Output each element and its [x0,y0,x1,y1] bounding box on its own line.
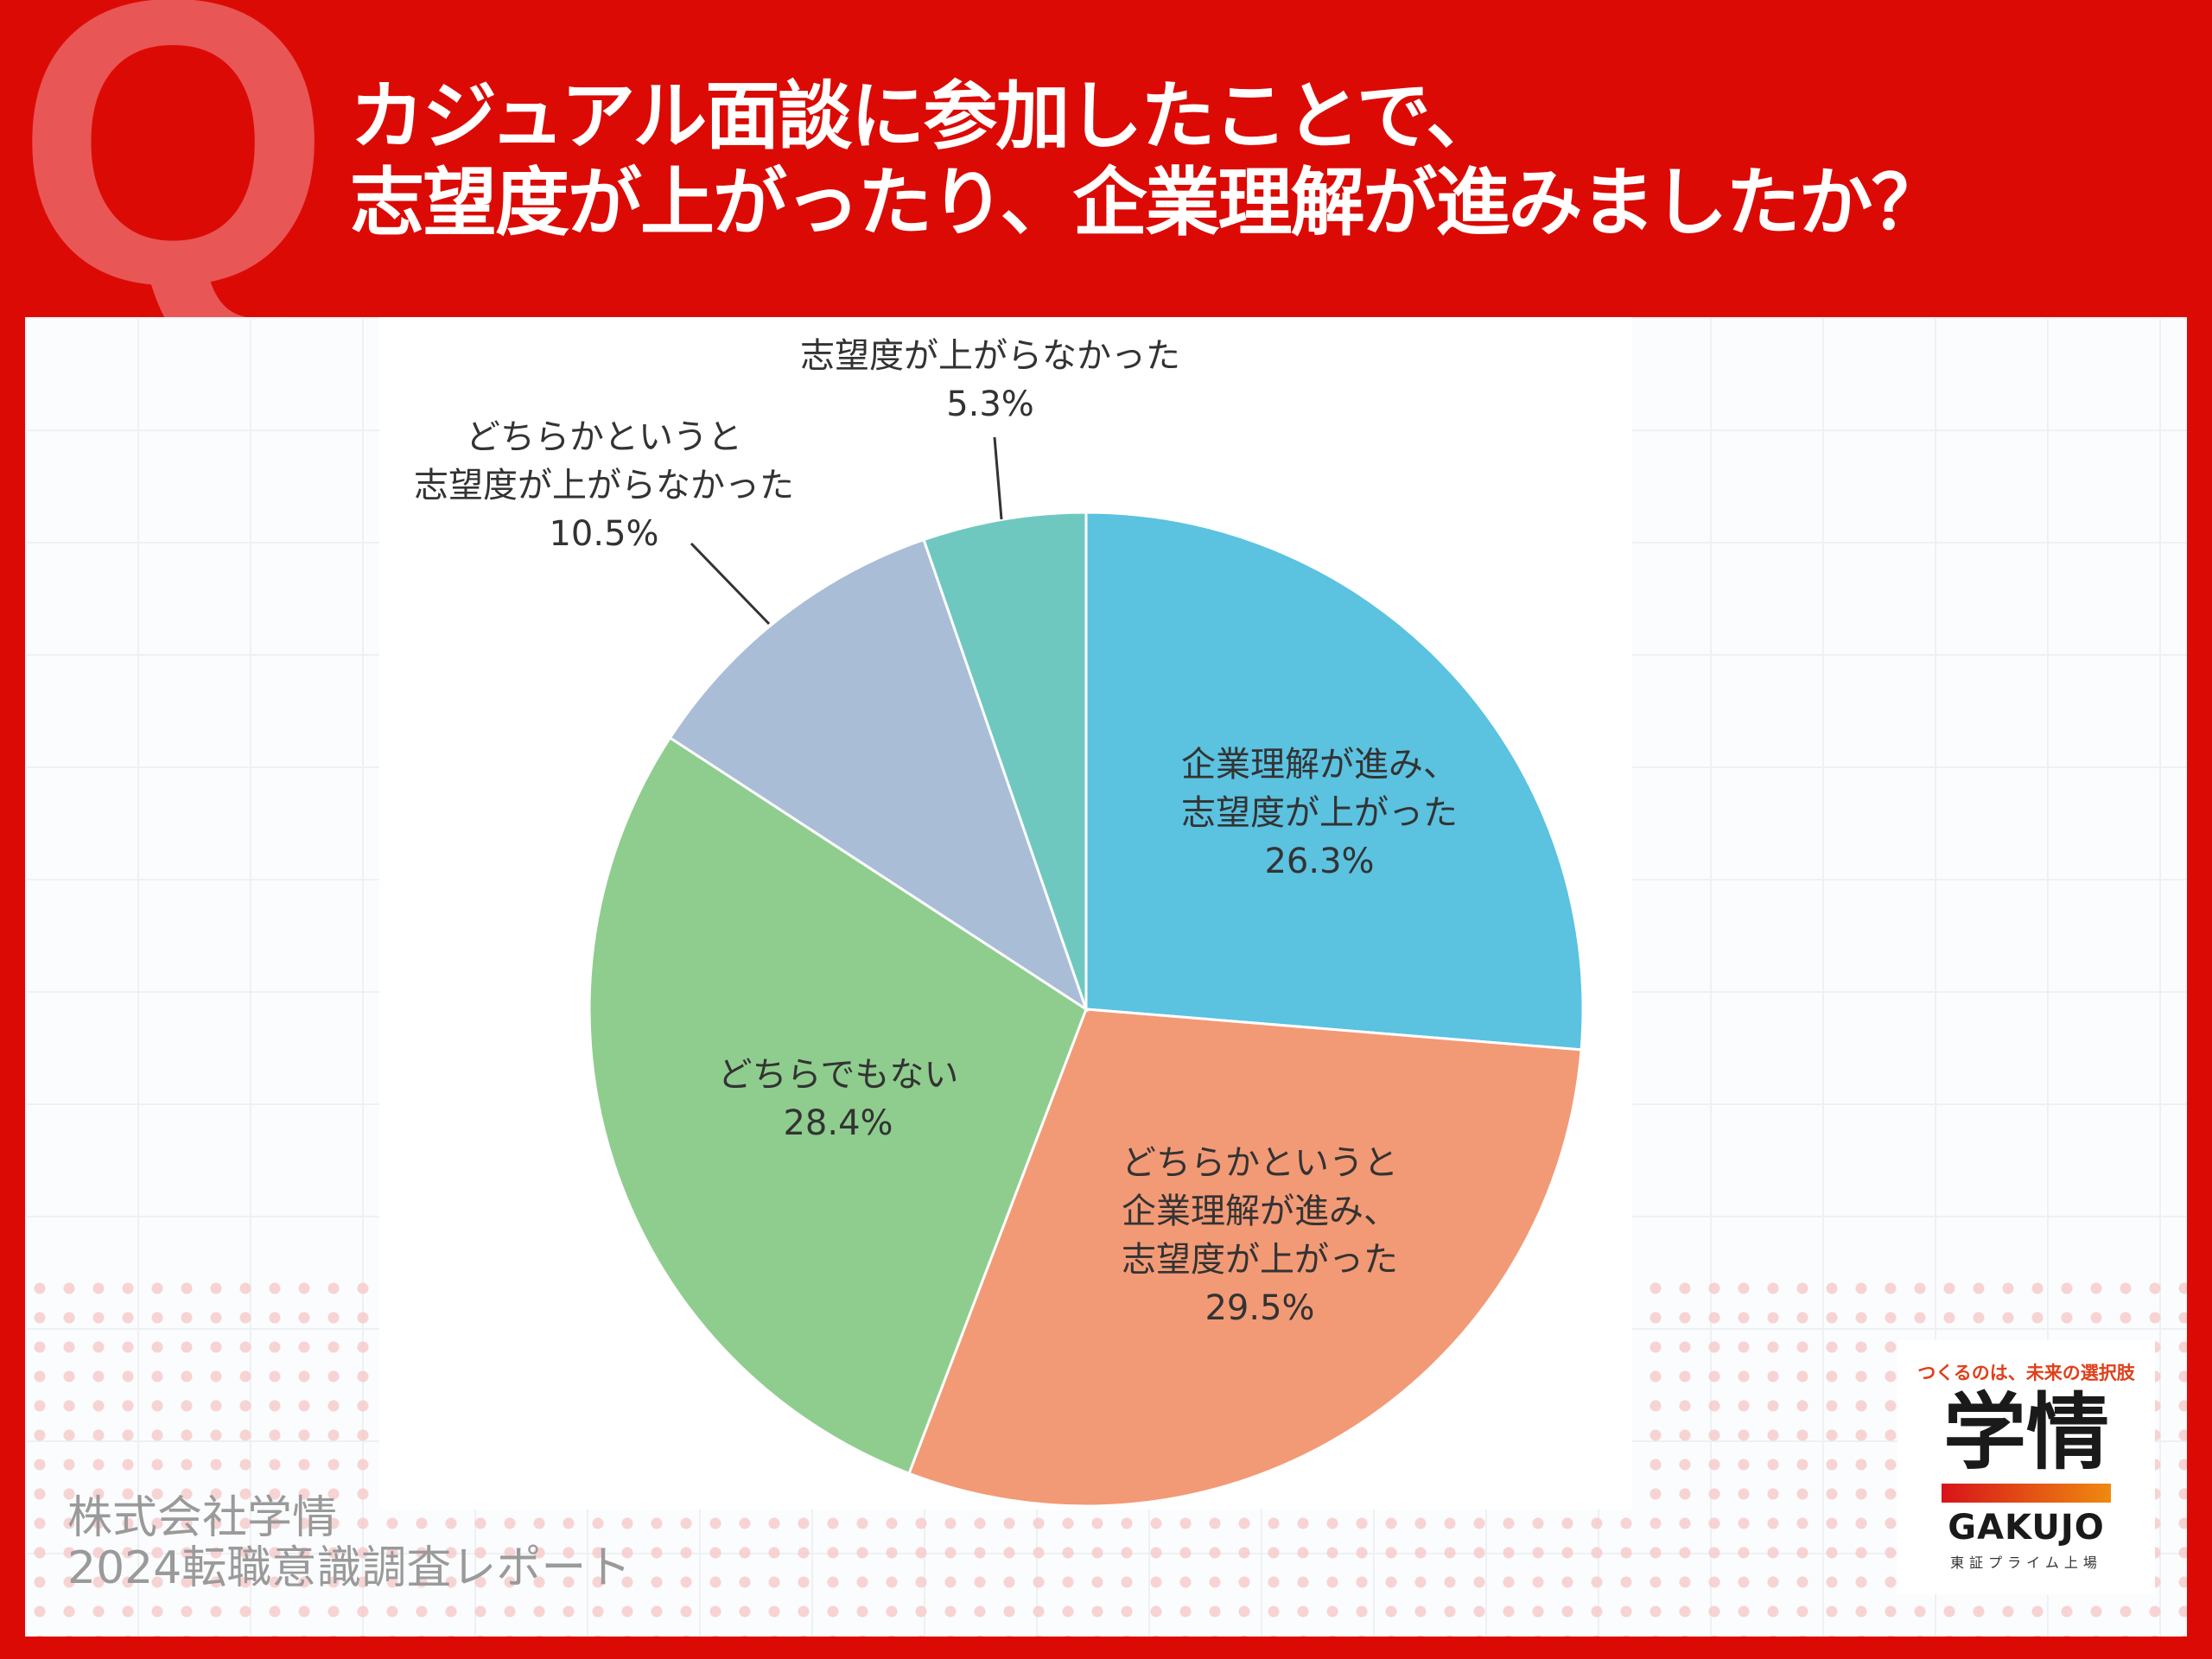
slice-label: 企業理解が進み、 [1122,1192,1398,1231]
q-mark: Q [16,0,332,369]
chart-panel: 企業理解が進み、 志望度が上がった 26.3% どちらかというと 企業理解が進み、 志望度… [25,317,2187,1637]
pie-slice [588,735,1088,1476]
footer-company: 株式会社学情 [67,1492,338,1544]
slice-label: 企業理解が進み、 [1181,745,1458,785]
leader-line [993,436,1003,520]
slice-label: 志望度が上がった [1122,1240,1398,1280]
leader-line [690,542,771,626]
pie-slice [907,1007,1583,1508]
logo-listing: 東証プライム上場 [1950,1554,2102,1571]
pie-slice [668,537,1089,1013]
footer-report: 2024転職意識調査レポート [67,1542,632,1594]
logo-tagline: つくるのは、未来の選択肢 [1917,1363,2135,1383]
slice-label: どちらかというと [1122,1143,1398,1183]
slice-value-label: 10.5% [549,514,658,554]
page-title: カジュアル面談に参加したことで、 志望度が上がったり、企業理解が進みましたか？ [350,73,1946,246]
pie-slice [922,511,1088,1010]
title-line-2: 志望度が上がったり、企業理解が進みましたか？ [350,160,1946,246]
slice-label: どちらでもない [718,1055,959,1095]
footer: 株式会社学情 2024転職意識調査レポート [67,1493,631,1593]
slice-value-label: 28.4% [783,1103,893,1143]
slice-label: 志望度が上がらなかった [414,466,794,505]
slice-value-label: 29.5% [1205,1288,1314,1328]
pie-slice [1084,511,1585,1052]
title-line-1: カジュアル面談に参加したことで、 [350,73,1500,160]
pie-chart: 企業理解が進み、志望度が上がった26.3%どちらかというと企業理解が進み、志望度… [414,336,1585,1508]
slice-value-label: 5.3% [946,385,1034,424]
slice-label: 志望度が上がった [1181,793,1458,833]
slice-label: 志望度が上がらなかった [800,336,1180,376]
logo-name-en: GAKUJO [1948,1508,2105,1548]
gakujo-logo: つくるのは、未来の選択肢 学情 GAKUJO 東証プライム上場 [1897,1340,2155,1594]
logo-name-jp: 学情 [1943,1384,2109,1481]
slice-value-label: 26.3% [1264,842,1374,881]
slice-label: どちらかというと [466,417,742,457]
logo-gradient-bar [1942,1484,2111,1503]
